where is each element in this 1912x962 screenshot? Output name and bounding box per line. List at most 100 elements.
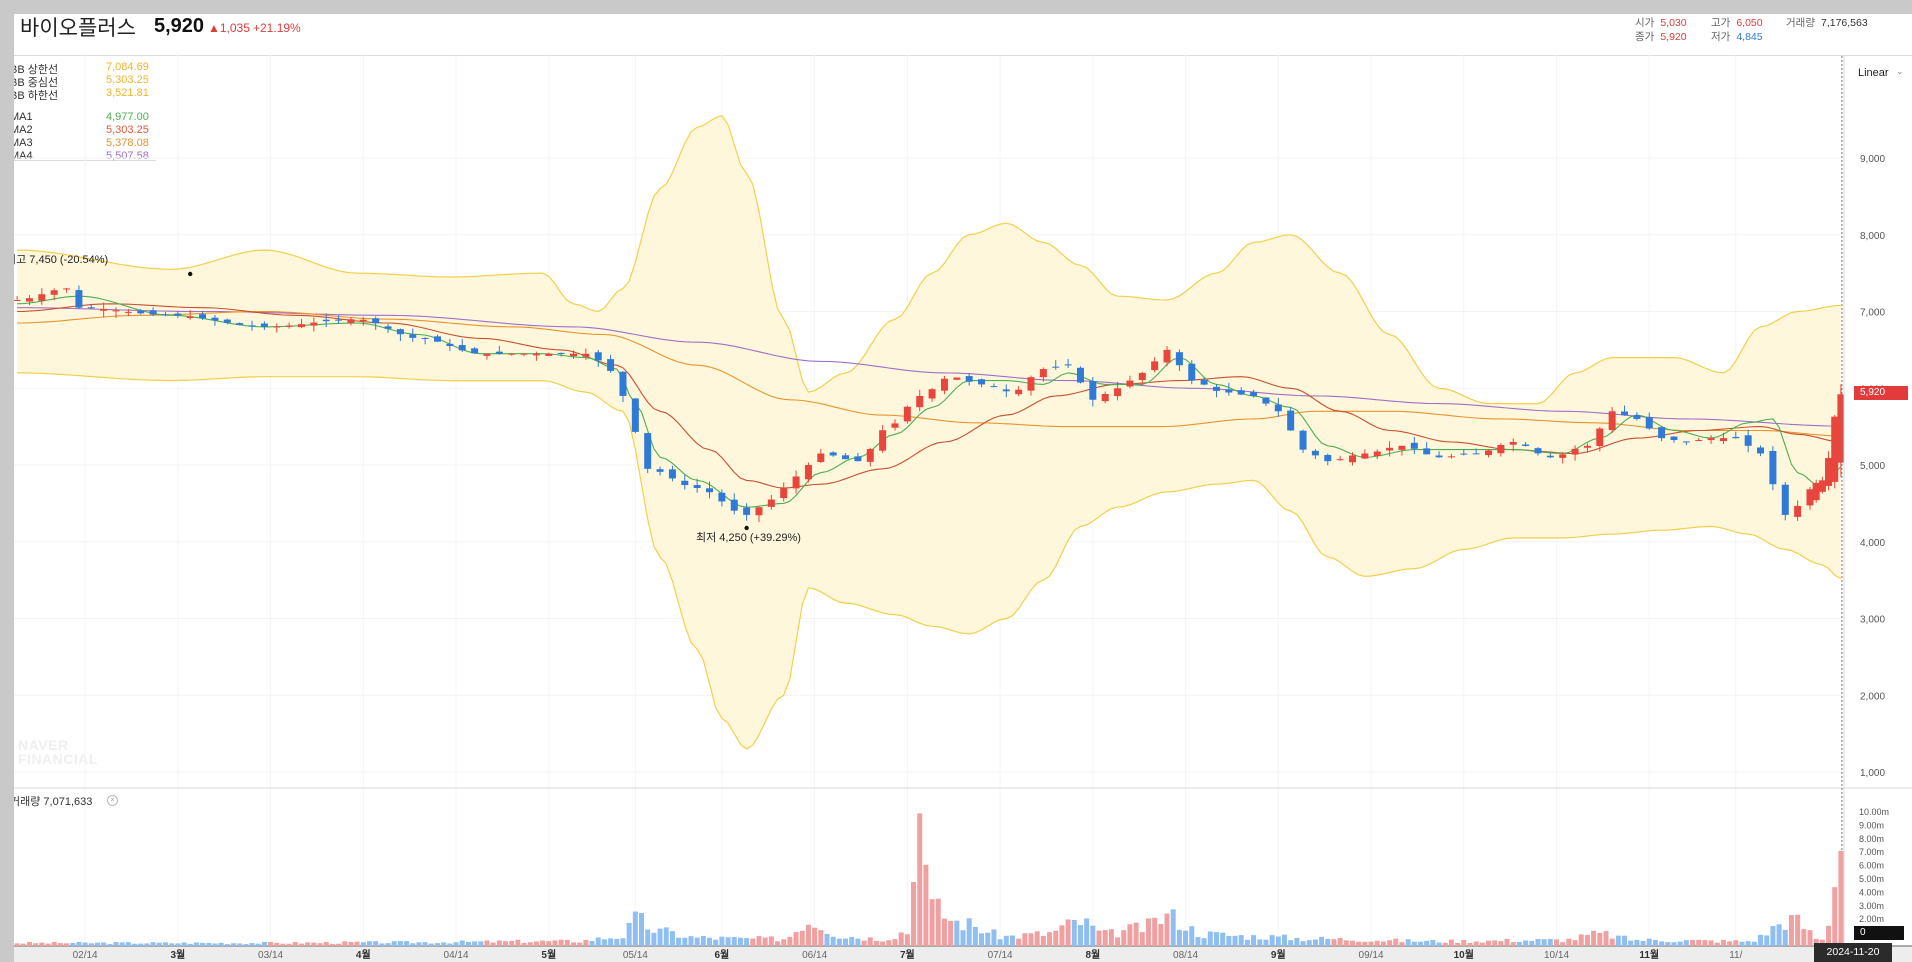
header-bar: 바이오플러스 5,920 ▲1,035 +21.19% 시가 5,030 고가 6,… [14,14,1912,56]
volume-bar [119,942,125,946]
candle [1311,450,1319,456]
volume-bar [972,926,978,946]
x-tick-label: 05/14 [623,950,648,961]
volume-bar [1448,939,1454,946]
volume-bar [76,941,82,946]
volume-bar [509,941,515,946]
legend-ma2[interactable]: MA2 5,303.25 [14,124,149,136]
volume-bar [552,940,558,946]
volume-bar [453,942,459,946]
volume-bar [1281,934,1287,946]
volume-bar [997,939,1003,946]
low-item: 저가 4,845 [1711,29,1763,44]
candle [743,507,751,515]
volume-bar [1108,929,1114,946]
volume-bar [663,927,669,946]
candle [644,433,652,469]
candle [1447,456,1455,458]
x-tick-label: 7월 [900,949,915,961]
volume-bar [1294,937,1300,946]
volume-bar [1690,939,1696,946]
close-label: 종가 [1635,31,1655,43]
volume-bar [1634,939,1640,946]
volume-bar [533,941,539,946]
candle [1825,458,1833,486]
volume-bar [571,942,577,946]
volume-bar [1306,940,1312,946]
candle [1831,416,1839,482]
volume-bar [1424,940,1430,946]
volume-bar [125,942,131,946]
scale-toggle-button[interactable]: Linear [1858,67,1889,79]
volume-bar [805,924,811,946]
volume-bar [70,943,76,946]
candle [1138,372,1146,381]
candle [978,379,986,385]
volume-bar [589,940,595,946]
candle [1348,455,1356,463]
candle [186,316,194,319]
volume-bar [1720,939,1726,946]
volume-bar [88,943,94,946]
candle [1812,482,1820,501]
volume-bar [601,939,607,946]
volume-bar [1801,929,1807,946]
candle [1546,455,1554,458]
candle [557,352,565,354]
volume-bar [1523,940,1529,946]
volume-bar [1819,939,1825,946]
volume-bar [682,937,688,946]
volume-bar [1603,931,1609,946]
candle [223,319,231,323]
legend-ma1[interactable]: MA1 4,977.00 [14,111,149,123]
volume-bar [700,935,706,946]
volume-bar [156,942,162,946]
legend-ma3[interactable]: MA3 5,378.08 [14,137,149,149]
naver-financial-watermark: NAVER FINANCIAL [18,738,98,766]
volume-bar [261,941,267,946]
legend-bb-lower[interactable]: BB 하한선 3,521.81 [14,87,149,103]
low-label: 저가 [1711,31,1731,43]
volume-bar [101,942,107,946]
chevron-down-icon[interactable]: ⌄ [1896,66,1904,76]
volume-bar [237,943,243,946]
candle [87,307,95,309]
candle [1002,389,1010,392]
volume-bar [1040,935,1046,946]
volume-bar [688,936,694,946]
volume-bar [954,920,960,946]
candle [520,353,528,355]
volume-bar [1016,938,1022,946]
volume-bar [1671,942,1677,946]
x-tick-label: 5월 [541,949,556,961]
candle [1596,428,1604,447]
legend-bb-middle[interactable]: BB 중심선 5,303.25 [14,74,149,90]
volume-bar [1028,933,1034,946]
volume-bar [243,944,249,946]
volume-bar [1207,931,1213,946]
legend-ma4[interactable]: MA4 5,507.58 [14,150,149,162]
y-tick-label: 3,000 [1860,615,1885,626]
volume-bar [799,930,805,946]
volume-bar [1331,939,1337,946]
volume-bar [20,943,26,946]
candle [594,352,602,361]
candle [137,310,145,314]
volume-bar [1492,940,1498,946]
volume-header-label: 거래량 [1786,17,1815,29]
candle [1707,438,1715,441]
volume-bar [1084,918,1090,946]
candle [38,294,46,301]
candle [1064,364,1072,366]
candle [458,345,466,351]
volume-bar [336,943,342,946]
legend-bb-upper[interactable]: BB 상한선 7,084.69 [14,61,149,77]
candle [1608,411,1616,431]
price-chart-svg[interactable]: 최고 7,450 (-20.54%) 최저 4,250 (+39.29%) 1,00… [14,14,1912,962]
candle [1794,505,1802,517]
candle [1076,367,1084,383]
candle [1571,448,1579,455]
close-icon[interactable]: × [107,795,118,806]
legend-bb-upper-value: 7,084.69 [106,61,149,73]
volume-bar [224,944,230,946]
